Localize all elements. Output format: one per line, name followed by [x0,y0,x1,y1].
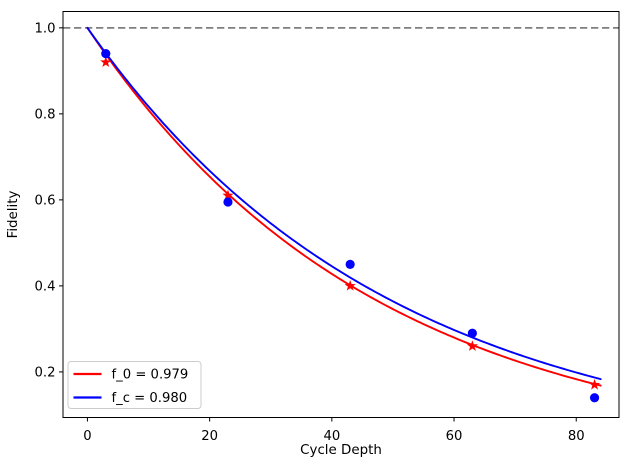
data-point-circle [589,393,600,403]
data-point-star [466,340,478,351]
plot-area-border [62,11,620,418]
decay-curve-1 [86,26,602,381]
legend-label-fc: f_c = 0.980 [112,391,188,406]
y-tick-label: 0.2 [35,366,56,381]
data-point-star [100,56,112,68]
x-tick-label: 40 [323,429,340,444]
x-axis-label: Cycle Depth [300,443,382,458]
data-point-circle [467,328,477,338]
data-point-circle [345,259,355,269]
axis-ticks-group: 0 20 40 60 80 1.0 0.8 0.6 0.4 0.2 [35,21,585,444]
y-tick-label: 0.4 [35,279,56,294]
x-tick-label: 80 [568,429,585,444]
data-point-star [588,378,601,390]
data-point-star [222,189,234,201]
series-group [86,26,602,403]
legend: f_0 = 0.979 f_c = 0.980 [67,361,202,409]
y-tick-label: 1.0 [35,21,56,36]
x-tick-label: 20 [201,429,218,444]
data-point-circle [101,49,111,59]
y-axis-label: Fidelity [6,191,21,239]
legend-label-f0: f_0 = 0.979 [112,368,189,383]
y-tick-label: 0.6 [35,193,56,208]
y-tick-label: 0.8 [35,107,56,122]
decay-curve-0 [86,26,602,387]
data-point-circle [223,197,233,207]
x-tick-label: 0 [83,429,91,444]
x-tick-label: 60 [446,429,463,444]
data-point-star [344,279,356,291]
